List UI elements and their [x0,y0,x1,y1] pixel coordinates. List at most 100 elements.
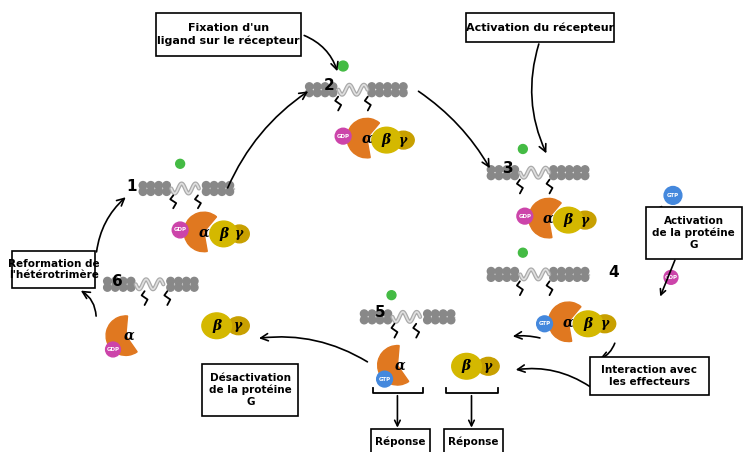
Circle shape [368,83,376,90]
Circle shape [226,188,234,195]
Text: GTP: GTP [667,193,679,198]
Text: GDP: GDP [518,214,531,219]
Circle shape [503,268,511,275]
Text: α: α [563,316,574,330]
Text: β: β [212,319,222,333]
Text: GDP: GDP [107,347,119,352]
Circle shape [495,268,502,275]
Circle shape [495,172,502,180]
FancyBboxPatch shape [156,13,301,56]
Circle shape [203,188,210,195]
Circle shape [424,316,431,324]
Ellipse shape [452,354,481,379]
Text: GDP: GDP [336,134,350,139]
Circle shape [306,89,313,96]
Circle shape [368,316,376,324]
Circle shape [329,89,336,96]
Text: 1: 1 [126,179,137,194]
Ellipse shape [372,127,401,153]
Text: 5: 5 [375,305,385,320]
Text: β: β [462,359,471,373]
Text: 6: 6 [112,274,122,289]
Circle shape [155,182,162,189]
Circle shape [329,83,336,90]
Circle shape [163,182,170,189]
Text: β: β [382,133,391,147]
Circle shape [377,371,393,387]
Text: GDP: GDP [173,228,187,233]
Circle shape [517,208,532,224]
Circle shape [106,342,120,357]
Circle shape [448,316,455,324]
FancyArrowPatch shape [228,92,306,188]
Text: GTP: GTP [379,377,391,382]
Circle shape [219,188,226,195]
Text: Fixation d'un
ligand sur le récepteur: Fixation d'un ligand sur le récepteur [157,23,300,46]
Circle shape [503,172,511,180]
Text: α: α [123,329,134,343]
Text: 4: 4 [609,265,620,280]
Text: α: α [361,132,372,146]
Circle shape [550,268,557,275]
Circle shape [147,182,155,189]
Circle shape [167,278,174,285]
Text: α: α [395,358,406,372]
Circle shape [566,268,573,275]
Text: Réponse: Réponse [376,436,426,446]
Circle shape [338,61,348,71]
Circle shape [566,274,573,281]
FancyArrowPatch shape [532,44,546,152]
Circle shape [203,182,210,189]
Circle shape [558,268,566,275]
Wedge shape [347,118,379,158]
Circle shape [558,166,566,173]
Text: β: β [584,317,593,331]
Circle shape [147,188,155,195]
Circle shape [376,316,384,324]
Circle shape [112,278,119,285]
Circle shape [550,274,557,281]
Circle shape [210,182,218,189]
Circle shape [581,172,589,180]
Text: GDP: GDP [665,275,677,280]
Circle shape [487,166,495,173]
Circle shape [448,310,455,318]
Circle shape [392,89,400,96]
Circle shape [226,182,234,189]
Circle shape [511,268,518,275]
FancyBboxPatch shape [12,251,95,288]
FancyBboxPatch shape [202,364,298,416]
Circle shape [112,284,119,291]
Text: Désactivation
de la protéine
G: Désactivation de la protéine G [209,373,291,407]
FancyArrowPatch shape [514,332,540,339]
Circle shape [321,89,329,96]
Ellipse shape [594,315,616,333]
Circle shape [566,172,573,180]
Circle shape [550,166,557,173]
Text: Réponse: Réponse [448,436,499,446]
Circle shape [321,83,329,90]
Ellipse shape [478,357,499,375]
Ellipse shape [573,311,603,337]
Text: ↓GDP: ↓GDP [674,250,705,260]
Text: α: α [198,226,210,240]
Circle shape [175,278,182,285]
Circle shape [127,284,134,291]
Circle shape [167,284,174,291]
Text: 3: 3 [503,161,514,176]
Ellipse shape [230,225,249,243]
Ellipse shape [228,317,249,335]
Circle shape [127,278,134,285]
Circle shape [155,188,162,195]
Text: α: α [543,212,553,226]
Ellipse shape [575,211,596,229]
Circle shape [182,284,190,291]
FancyArrowPatch shape [261,334,367,362]
Circle shape [360,310,368,318]
Text: Activation du récepteur: Activation du récepteur [466,22,614,33]
Circle shape [210,188,218,195]
Circle shape [503,166,511,173]
Ellipse shape [393,131,415,149]
Circle shape [432,310,439,318]
Circle shape [360,316,368,324]
